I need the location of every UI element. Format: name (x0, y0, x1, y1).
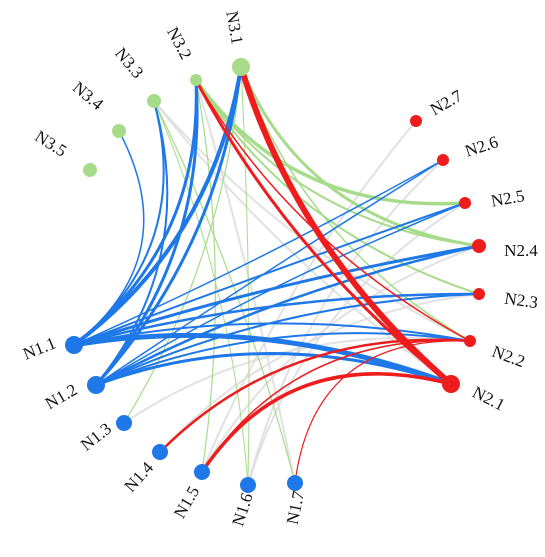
link-n1-1-n2-5 (73, 202, 466, 346)
link-n1-4-n2-2 (158, 338, 472, 454)
node-n3-5 (83, 163, 97, 177)
node-n2-7 (410, 115, 422, 127)
link-n2-5-n1-6 (247, 202, 466, 486)
node-label-n3-1: N3.1 (222, 10, 247, 46)
link-n1-2-n3-3 (95, 100, 169, 386)
node-label-n3-3: N3.3 (111, 44, 147, 82)
link-n1-2-n2-2 (95, 332, 471, 386)
link-n1-2-n2-6 (95, 159, 444, 386)
node-n2-1 (442, 375, 460, 393)
link-n3-2-n2-3 (195, 79, 480, 295)
node-label-n2-2: N2.2 (490, 342, 528, 371)
node-label-n2-7: N2.7 (427, 86, 466, 119)
node-n1-5 (194, 464, 210, 480)
node-n2-4 (472, 239, 486, 253)
node-n2-3 (473, 288, 485, 300)
node-label-n2-1: N2.1 (469, 383, 508, 415)
node-label-n1-7: N1.7 (283, 489, 309, 526)
node-label-n3-4: N3.4 (69, 78, 107, 114)
link-n1-1-n2-4 (72, 244, 481, 347)
node-n3-2 (190, 74, 202, 86)
link-n2-7-n1-5 (201, 120, 417, 473)
node-label-n2-3: N2.3 (503, 289, 539, 312)
link-n3-3-n2-1 (153, 100, 452, 385)
link-n3-1-n2-1 (238, 64, 454, 387)
links-layer (71, 64, 481, 486)
link-n1-5-n2-2 (201, 339, 471, 473)
node-n1-7 (287, 475, 303, 491)
link-n3-1-n2-4 (239, 65, 481, 248)
nodes-layer (65, 58, 486, 493)
node-label-n1-1: N1.1 (20, 333, 58, 363)
link-n1-2-n2-4 (94, 244, 481, 387)
link-n1-1-n3-1 (72, 65, 243, 347)
link-n3-3-n1-7 (153, 100, 296, 484)
link-n3-2-n1-5 (195, 79, 216, 473)
node-label-n3-5: N3.5 (32, 127, 71, 161)
node-label-n3-2: N3.2 (163, 24, 196, 63)
node-n2-2 (464, 335, 476, 347)
link-n2-2-n1-3 (123, 336, 471, 424)
node-n2-5 (459, 197, 471, 209)
node-label-n1-5: N1.5 (170, 483, 203, 522)
link-n1-2-n3-1 (94, 65, 243, 387)
link-n3-1-n1-6 (240, 66, 250, 486)
node-label-n1-2: N1.2 (42, 380, 81, 413)
node-n1-6 (240, 477, 256, 493)
node-n3-3 (147, 94, 161, 108)
link-n1-1-n2-6 (73, 159, 444, 346)
link-n2-6-n1-6 (247, 159, 444, 486)
node-n1-2 (87, 376, 105, 394)
node-label-n1-6: N1.6 (228, 491, 256, 529)
node-label-n2-6: N2.6 (463, 132, 501, 160)
link-n3-3-n1-6 (153, 100, 249, 486)
link-n3-1-n1-3 (123, 66, 242, 424)
node-label-n2-4: N2.4 (504, 241, 538, 260)
link-n1-2-n2-3 (95, 293, 480, 386)
link-n1-2-n3-2 (94, 78, 199, 387)
node-n1-3 (116, 415, 132, 431)
link-n1-7-n2-2 (294, 340, 471, 484)
link-n1-1-n2-1 (71, 332, 454, 387)
node-n1-1 (65, 336, 83, 354)
node-n2-6 (437, 154, 449, 166)
node-n1-4 (152, 444, 168, 460)
node-n3-1 (232, 58, 250, 76)
node-n3-4 (112, 124, 126, 138)
node-label-n1-3: N1.3 (77, 419, 115, 455)
link-n3-2-n2-5 (194, 78, 467, 206)
node-label-n2-5: N2.5 (490, 186, 526, 211)
node-label-n1-4: N1.4 (121, 458, 158, 496)
link-n1-5-n2-1 (200, 372, 453, 474)
